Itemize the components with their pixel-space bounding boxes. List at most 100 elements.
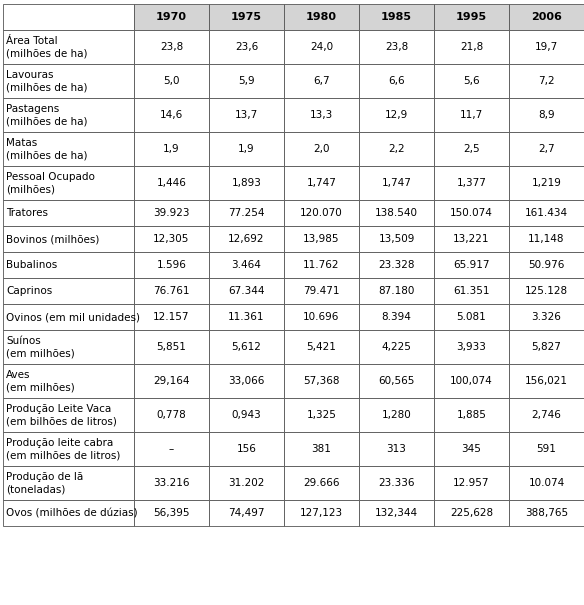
Text: 56,395: 56,395 bbox=[153, 508, 190, 518]
Bar bbox=[284, 166, 359, 200]
Text: 1,747: 1,747 bbox=[381, 178, 412, 188]
Bar bbox=[134, 166, 209, 200]
Text: 11,148: 11,148 bbox=[529, 234, 565, 244]
Text: Pastagens
(milhões de ha): Pastagens (milhões de ha) bbox=[6, 103, 88, 126]
Text: 1,893: 1,893 bbox=[232, 178, 262, 188]
Bar bbox=[359, 252, 434, 278]
Text: 12,305: 12,305 bbox=[154, 234, 190, 244]
Bar bbox=[509, 364, 584, 398]
Bar bbox=[284, 500, 359, 526]
Text: 156,021: 156,021 bbox=[525, 376, 568, 386]
Text: 21,8: 21,8 bbox=[460, 42, 483, 52]
Text: 12.157: 12.157 bbox=[153, 312, 190, 322]
Bar bbox=[359, 432, 434, 466]
Text: 23.328: 23.328 bbox=[378, 260, 415, 270]
Text: 2,0: 2,0 bbox=[313, 144, 330, 154]
Text: 2,2: 2,2 bbox=[388, 144, 405, 154]
Text: 381: 381 bbox=[311, 444, 332, 454]
Text: 74,497: 74,497 bbox=[228, 508, 265, 518]
Text: 3,933: 3,933 bbox=[457, 342, 486, 352]
Bar bbox=[359, 200, 434, 226]
Text: 10.074: 10.074 bbox=[529, 478, 565, 488]
Text: 33.216: 33.216 bbox=[153, 478, 190, 488]
Bar bbox=[134, 278, 209, 304]
Bar bbox=[209, 200, 284, 226]
Bar bbox=[359, 364, 434, 398]
Bar bbox=[3, 432, 134, 466]
Text: Tratores: Tratores bbox=[6, 208, 48, 218]
Bar bbox=[434, 200, 509, 226]
Text: 50.976: 50.976 bbox=[529, 260, 565, 270]
Text: 1,885: 1,885 bbox=[457, 410, 486, 420]
Text: 150.074: 150.074 bbox=[450, 208, 493, 218]
Bar bbox=[434, 30, 509, 64]
Bar bbox=[3, 304, 134, 330]
Text: 12,692: 12,692 bbox=[228, 234, 265, 244]
Bar bbox=[434, 398, 509, 432]
Bar bbox=[284, 226, 359, 252]
Text: 2,7: 2,7 bbox=[538, 144, 555, 154]
Text: 225,628: 225,628 bbox=[450, 508, 493, 518]
Bar bbox=[509, 30, 584, 64]
Text: 3.326: 3.326 bbox=[531, 312, 561, 322]
Text: 2,746: 2,746 bbox=[531, 410, 561, 420]
Text: 13,7: 13,7 bbox=[235, 110, 258, 120]
Bar bbox=[3, 364, 134, 398]
Bar bbox=[209, 252, 284, 278]
Text: 61.351: 61.351 bbox=[453, 286, 490, 296]
Bar bbox=[209, 226, 284, 252]
Bar bbox=[3, 4, 134, 30]
Bar bbox=[434, 4, 509, 30]
Text: Área Total
(milhões de ha): Área Total (milhões de ha) bbox=[6, 36, 88, 59]
Bar bbox=[284, 64, 359, 98]
Text: 29.666: 29.666 bbox=[303, 478, 340, 488]
Bar bbox=[209, 278, 284, 304]
Text: 1,377: 1,377 bbox=[457, 178, 486, 188]
Bar bbox=[284, 432, 359, 466]
Text: Ovos (milhões de dúzias): Ovos (milhões de dúzias) bbox=[6, 508, 138, 518]
Bar bbox=[284, 132, 359, 166]
Text: 13,3: 13,3 bbox=[310, 110, 333, 120]
Text: 6,7: 6,7 bbox=[313, 76, 330, 86]
Bar bbox=[509, 466, 584, 500]
Bar bbox=[3, 64, 134, 98]
Text: 5.081: 5.081 bbox=[457, 312, 486, 322]
Text: Suínos
(em milhões): Suínos (em milhões) bbox=[6, 336, 75, 358]
Bar bbox=[284, 304, 359, 330]
Bar bbox=[134, 252, 209, 278]
Bar bbox=[359, 500, 434, 526]
Bar bbox=[134, 500, 209, 526]
Text: 388,765: 388,765 bbox=[525, 508, 568, 518]
Bar bbox=[284, 466, 359, 500]
Text: Matas
(milhões de ha): Matas (milhões de ha) bbox=[6, 137, 88, 160]
Bar bbox=[134, 4, 209, 30]
Text: 1,747: 1,747 bbox=[307, 178, 336, 188]
Bar bbox=[359, 30, 434, 64]
Text: 8,9: 8,9 bbox=[538, 110, 555, 120]
Bar bbox=[134, 64, 209, 98]
Bar bbox=[3, 466, 134, 500]
Text: 1975: 1975 bbox=[231, 12, 262, 22]
Text: 5,827: 5,827 bbox=[531, 342, 561, 352]
Text: 39.923: 39.923 bbox=[153, 208, 190, 218]
Text: 24,0: 24,0 bbox=[310, 42, 333, 52]
Text: 31.202: 31.202 bbox=[228, 478, 265, 488]
Bar bbox=[284, 30, 359, 64]
Bar bbox=[434, 500, 509, 526]
Bar bbox=[3, 200, 134, 226]
Text: 29,164: 29,164 bbox=[153, 376, 190, 386]
Bar bbox=[284, 98, 359, 132]
Text: 591: 591 bbox=[537, 444, 557, 454]
Bar bbox=[209, 432, 284, 466]
Text: 11,7: 11,7 bbox=[460, 110, 483, 120]
Text: 23,8: 23,8 bbox=[385, 42, 408, 52]
Text: Produção leite cabra
(em milhões de litros): Produção leite cabra (em milhões de litr… bbox=[6, 437, 120, 460]
Bar bbox=[359, 64, 434, 98]
Text: –: – bbox=[169, 444, 174, 454]
Text: 0,778: 0,778 bbox=[157, 410, 186, 420]
Text: 4,225: 4,225 bbox=[381, 342, 412, 352]
Bar bbox=[359, 278, 434, 304]
Text: 13,985: 13,985 bbox=[303, 234, 340, 244]
Bar bbox=[434, 304, 509, 330]
Bar bbox=[434, 226, 509, 252]
